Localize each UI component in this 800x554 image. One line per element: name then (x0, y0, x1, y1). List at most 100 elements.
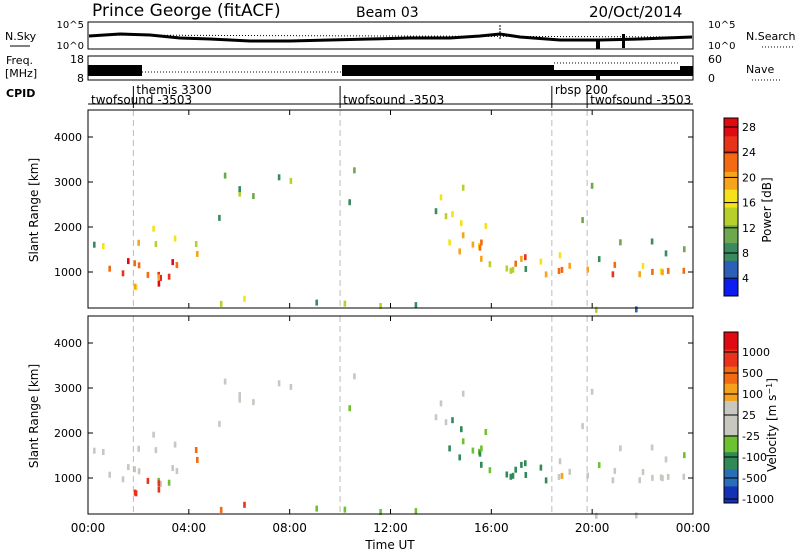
colorbar-tick-label: -500 (742, 472, 767, 485)
power-cell (137, 262, 141, 269)
power-cell (315, 299, 318, 306)
velocity-cell (121, 476, 125, 483)
power-cell (353, 167, 356, 174)
colorbar-tick-label: 24 (742, 146, 756, 159)
station-title: Prince George (fitACF) (92, 1, 281, 21)
power-cell (218, 214, 221, 221)
x-tick-label: 16:00 (474, 521, 509, 535)
power-cell (650, 238, 654, 245)
velocity-cell (682, 473, 686, 480)
cpid-segment-label: themis 3300 (136, 83, 211, 97)
y-tick-label: 1000 (54, 472, 82, 485)
x-axis-label: Time UT (364, 538, 415, 552)
noise-right-tick: 10^5 (708, 20, 735, 31)
cpid-segment-label: twofsound -3503 (343, 93, 444, 107)
velocity-colorbar-label: Velocity [m s−1] (765, 378, 780, 472)
velocity-cell (505, 471, 509, 478)
velocity-cell (152, 431, 155, 438)
velocity-heatmap-cells (93, 373, 686, 519)
power-cell (152, 225, 155, 232)
colorbar-swatch (724, 189, 738, 208)
velocity-cell (289, 383, 293, 390)
power-cell (590, 182, 594, 189)
power-cell (511, 266, 515, 273)
freq-left-label: Freq. (6, 54, 33, 67)
velocity-cell (613, 467, 617, 474)
power-cell (683, 246, 686, 253)
power-cell (480, 239, 483, 246)
power-cell (557, 268, 561, 274)
velocity-cell (558, 458, 562, 465)
velocity-cell (595, 512, 598, 519)
power-cell (348, 199, 351, 206)
colorbar-swatch (724, 332, 738, 350)
freq-left-tick: 18 (70, 53, 84, 66)
velocity-cell (619, 445, 622, 452)
power-cell (520, 255, 523, 262)
velocity-cell (666, 473, 670, 480)
velocity-cell (641, 469, 645, 475)
colorbar-frame (723, 117, 739, 297)
colorbar-tick-label: 16 (742, 197, 756, 210)
velocity-cell (277, 380, 281, 387)
velocity-cell (544, 477, 548, 484)
noise-dip (596, 39, 600, 49)
power-colorbar-label: Power [dB] (760, 177, 774, 242)
power-cell (137, 239, 140, 246)
cpid-segment-label: twofsound -3503 (91, 93, 192, 107)
velocity-cell (471, 447, 475, 454)
power-cell (664, 250, 668, 257)
power-panel: 1000 2000 3000 4000 Slant Range [km] 4 8 12 16… (27, 109, 774, 313)
velocity-cell (539, 464, 543, 471)
power-y-label: Slant Range [km] (27, 158, 41, 262)
power-cell (641, 263, 645, 269)
velocity-cell (520, 461, 523, 468)
power-cell (595, 306, 598, 313)
velocity-cell (478, 450, 482, 457)
x-tick-label: 12:00 (373, 521, 408, 535)
velocity-cell (175, 468, 179, 475)
velocity-guides (132, 316, 588, 514)
power-cell (219, 300, 223, 307)
velocity-cell (439, 400, 443, 407)
colorbar-swatch (724, 278, 738, 297)
power-cell (661, 269, 664, 276)
power-cell (451, 211, 454, 218)
velocity-cell (102, 449, 105, 455)
power-cell (157, 274, 161, 281)
colorbar-tick-label: -100 (742, 451, 767, 464)
power-cell (682, 267, 686, 274)
colorbar-swatch (724, 260, 738, 279)
colorbar-swatch (724, 400, 738, 418)
y-tick-label: 3000 (54, 176, 82, 189)
velocity-cell (509, 473, 513, 480)
velocity-cell (127, 464, 130, 471)
velocity-cell (146, 477, 150, 484)
colorbar-tick-label: 28 (742, 121, 756, 134)
power-cell (414, 302, 418, 309)
power-cell (480, 255, 483, 262)
power-cell (159, 274, 162, 281)
power-cell (157, 280, 161, 287)
velocity-cell (448, 445, 451, 452)
power-cell (544, 271, 548, 278)
power-cell (509, 267, 513, 274)
velocity-cell (238, 396, 241, 403)
power-cell (558, 252, 562, 259)
velocity-cell (568, 468, 571, 475)
power-cell (488, 261, 492, 268)
power-cell (379, 303, 382, 309)
power-cell (434, 208, 438, 215)
power-cell (93, 241, 96, 248)
colorbar-swatch (724, 485, 738, 504)
velocity-cell (511, 472, 515, 479)
velocity-cell (223, 378, 227, 385)
velocity-panel-frame (87, 315, 694, 515)
x-tick-labels: 00:00 04:00 08:00 12:00 16:00 20:00 00:00 (71, 110, 710, 535)
velocity-cell (171, 465, 174, 472)
power-cell (524, 266, 528, 272)
cpid-segment-label: twofsound -3503 (590, 93, 691, 107)
power-cell (635, 306, 638, 313)
cpid-segment-label: rbsp 200 (555, 83, 608, 97)
